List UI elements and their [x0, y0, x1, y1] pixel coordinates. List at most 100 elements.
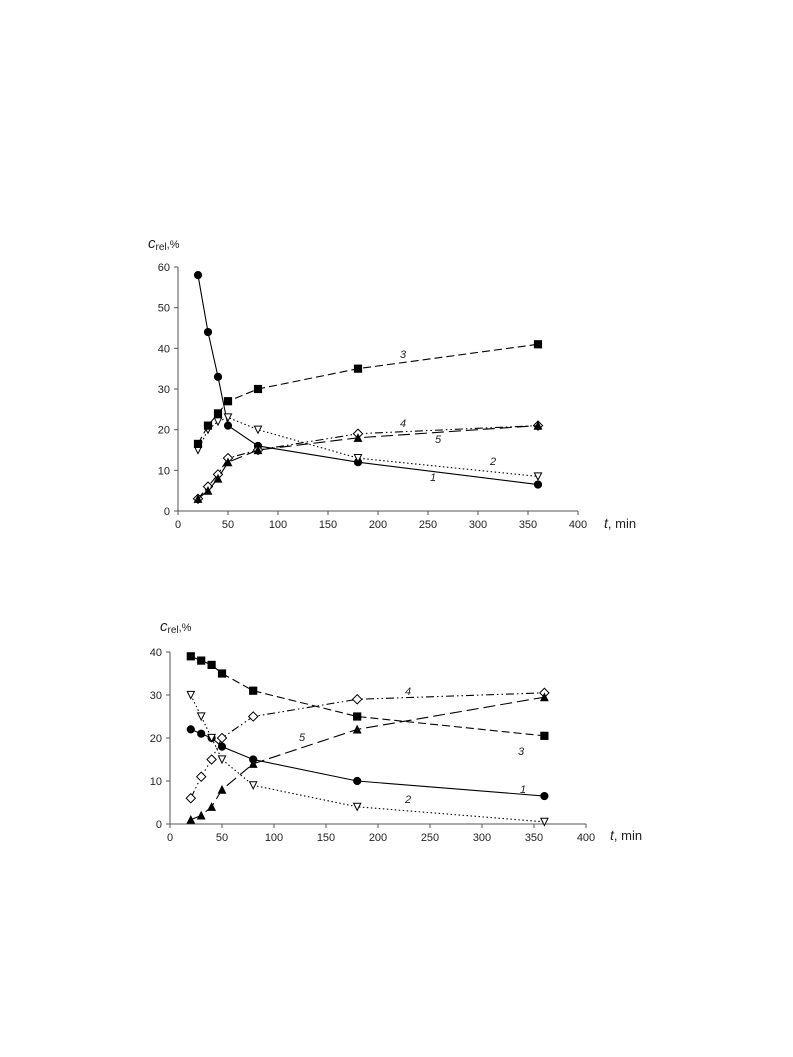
y-label-subscript: rel [168, 625, 179, 636]
marker [223, 457, 233, 467]
x-axis-label: t, min [610, 827, 642, 843]
x-tick-label: 300 [469, 519, 487, 531]
y-tick-label: 30 [150, 690, 162, 702]
y-label-symbol: c [148, 235, 156, 252]
y-tick-label: 10 [158, 465, 170, 477]
y-tick-label: 30 [158, 384, 170, 396]
x-tick-label: 250 [421, 832, 439, 844]
marker [353, 712, 362, 721]
marker [540, 731, 549, 740]
marker [533, 480, 543, 489]
x-tick-label: 0 [175, 519, 181, 531]
y-tick-label: 0 [156, 819, 162, 831]
x-label-symbol: t [604, 515, 609, 531]
y-axis-label: crel,% [148, 235, 180, 253]
marker [216, 732, 228, 744]
marker [539, 692, 549, 702]
marker [353, 433, 363, 442]
series-label: 2 [404, 794, 411, 806]
marker [247, 711, 259, 722]
x-tick-label: 300 [473, 832, 491, 844]
chart: 0 10 20 30 40 50 60 0 50 100 150 200 250 300 350 400 cre… [148, 235, 636, 531]
marker [213, 417, 223, 427]
marker [217, 784, 227, 794]
x-label-unit: , min [614, 828, 642, 843]
marker [351, 693, 363, 705]
marker [207, 802, 217, 811]
marker [186, 690, 196, 700]
marker [197, 729, 206, 738]
y-label-unit: ,% [167, 239, 180, 251]
x-tick-label: 400 [577, 832, 595, 844]
marker [193, 494, 203, 503]
marker [213, 473, 223, 483]
marker [253, 445, 263, 455]
marker [223, 397, 233, 406]
marker [353, 776, 362, 786]
marker [186, 814, 196, 824]
marker [195, 771, 207, 783]
marker [253, 384, 263, 394]
marker [193, 271, 203, 280]
marker [203, 421, 213, 430]
x-tick-label: 100 [265, 832, 283, 844]
series-label: 1 [430, 472, 436, 484]
y-tick-label: 0 [164, 506, 170, 518]
x-tick-label: 100 [269, 519, 287, 531]
marker [196, 712, 206, 722]
marker [248, 759, 258, 768]
y-axis-label: crel,% [160, 618, 192, 636]
series-label: 4 [400, 418, 406, 430]
marker [197, 656, 206, 665]
x-tick-label: 350 [525, 832, 543, 844]
x-tick-label: 250 [419, 519, 437, 531]
x-label-symbol: t [610, 827, 615, 843]
y-tick-label: 40 [150, 647, 162, 659]
marker [253, 425, 263, 435]
marker [352, 802, 362, 812]
series-label: 5 [435, 434, 442, 446]
marker [193, 439, 203, 448]
y-tick-label: 40 [158, 343, 170, 355]
marker [207, 660, 216, 669]
marker [213, 409, 223, 418]
x-tick-label: 50 [222, 519, 234, 531]
marker [196, 810, 206, 820]
series-label: 3 [518, 746, 525, 758]
x-label-unit: , min [608, 516, 636, 531]
marker [533, 420, 543, 430]
series-label: 3 [400, 349, 407, 361]
marker [540, 791, 549, 801]
marker [186, 725, 195, 734]
y-tick-label: 60 [158, 262, 170, 274]
marker [185, 792, 197, 804]
x-tick-label: 350 [519, 519, 537, 531]
marker [353, 454, 363, 463]
marker [352, 724, 362, 734]
x-tick-label: 200 [369, 832, 387, 844]
x-tick-label: 0 [167, 832, 173, 844]
y-label-unit: ,% [179, 622, 192, 634]
marker [353, 364, 363, 373]
marker [213, 372, 223, 381]
marker [223, 413, 233, 423]
marker [223, 421, 233, 430]
x-tick-label: 200 [369, 519, 387, 531]
series-label: 2 [489, 456, 496, 468]
marker [207, 733, 217, 743]
marker [533, 472, 543, 482]
marker [206, 754, 217, 765]
marker [203, 327, 213, 337]
marker [186, 652, 195, 661]
y-tick-label: 50 [158, 303, 170, 315]
series-label: 5 [299, 732, 306, 744]
marker [533, 340, 543, 349]
marker [248, 781, 258, 791]
y-label-subscript: rel [156, 242, 167, 253]
x-tick-label: 150 [317, 832, 335, 844]
x-tick-label: 50 [216, 832, 228, 844]
y-tick-label: 10 [150, 776, 162, 788]
